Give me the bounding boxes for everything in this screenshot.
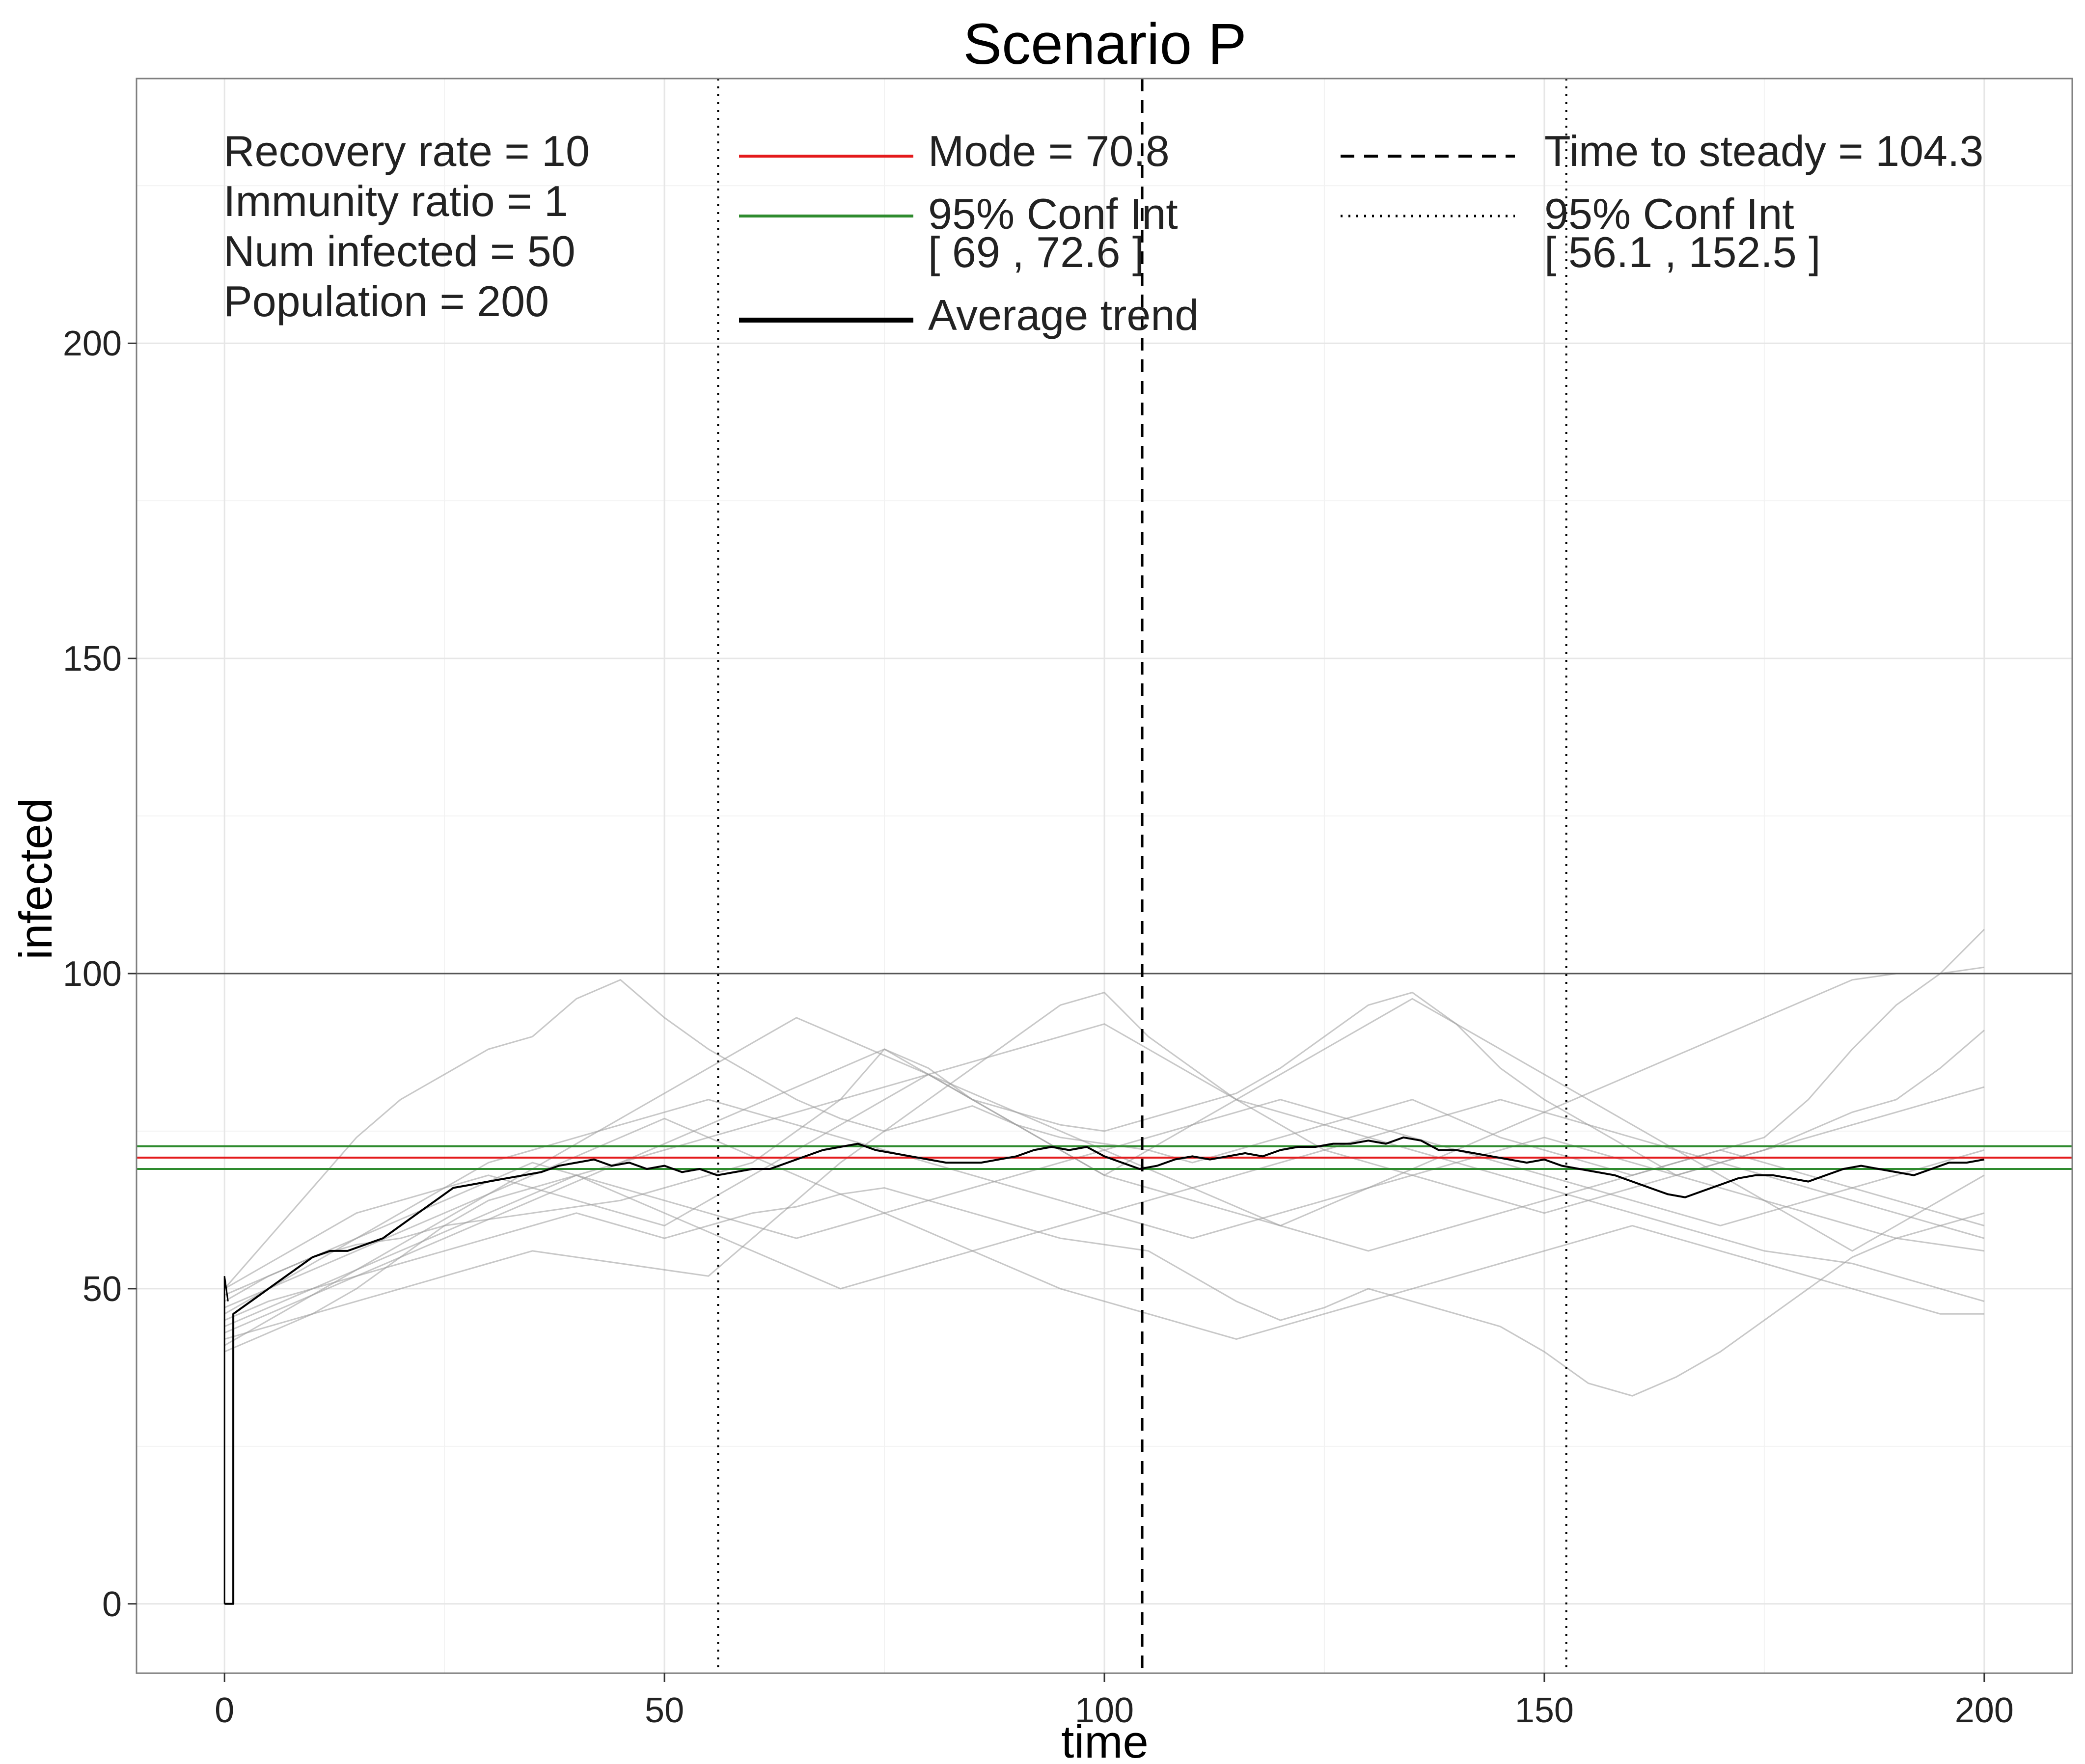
parameters-annotation: Recovery rate = 10 Immunity ratio = 1 Nu… (223, 127, 590, 326)
y-tick-label: 150 (63, 639, 122, 678)
legend-label-mode-ci-range: [ 69 , 72.6 ] (928, 228, 1144, 276)
simulation-run-line (224, 1099, 1985, 1328)
plot-panel (136, 78, 2073, 1674)
parameter-population: Population = 200 (223, 277, 549, 326)
legend-label-mode-ci: 95% Conf Int (928, 190, 1178, 238)
legend-label-time-ci: 95% Conf Int (1544, 190, 1794, 238)
y-tick-label: 200 (63, 324, 122, 363)
legend-label-mode: Mode = 70.8 (928, 127, 1170, 175)
y-tick-label: 100 (63, 954, 122, 994)
y-axis-label: infected (10, 798, 61, 959)
simulation-run-line (224, 1117, 1984, 1340)
legend: Mode = 70.8 95% Conf Int [ 69 , 72.6 ] A… (739, 127, 1983, 339)
legend-label-time-to-steady: Time to steady = 104.3 (1544, 127, 1983, 175)
simulation-run-line (224, 1023, 1985, 1353)
parameter-num-infected: Num infected = 50 (223, 227, 576, 275)
y-tick-label: 0 (102, 1585, 122, 1624)
parameter-immunity-ratio: Immunity ratio = 1 (223, 177, 568, 225)
legend-label-average-trend: Average trend (928, 291, 1199, 339)
reference-lines (137, 79, 2072, 1673)
parameter-recovery-rate: Recovery rate = 10 (223, 127, 590, 175)
average-trend-line (224, 1136, 1985, 1605)
y-tick-label: 50 (82, 1270, 122, 1309)
x-tick-label: 0 (215, 1691, 234, 1730)
x-tick-label: 150 (1515, 1691, 1574, 1730)
x-tick-label: 50 (645, 1691, 684, 1730)
x-tick-label: 100 (1075, 1691, 1134, 1730)
legend-label-time-ci-range: [ 56.1 , 152.5 ] (1544, 228, 1821, 276)
chart-title: Scenario P (963, 12, 1246, 77)
simulation-run-line (224, 1187, 1985, 1397)
x-axis-label: time (1061, 1716, 1149, 1764)
x-tick-label: 200 (1955, 1691, 2014, 1730)
average-trend-layer (223, 1136, 1985, 1605)
simulation-runs (224, 929, 1985, 1397)
average-trend-start-line (223, 1276, 229, 1604)
simulation-run-line (224, 991, 1985, 1340)
axes: 0 50 100 150 200 0 50 100 150 200 (63, 324, 2014, 1730)
